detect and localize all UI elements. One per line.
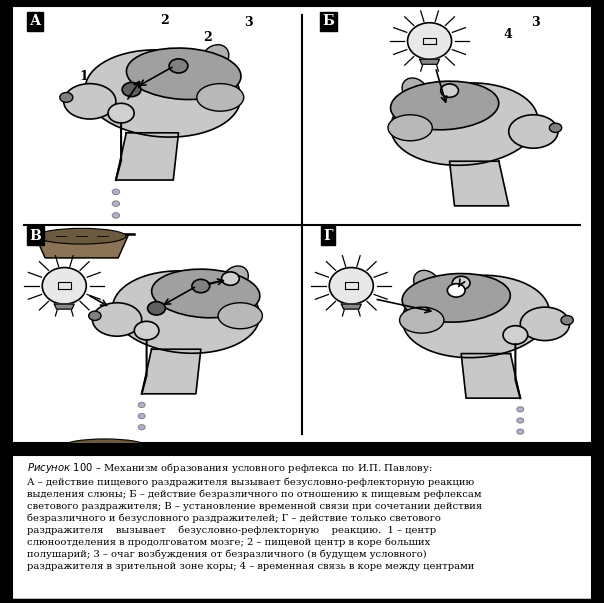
- Ellipse shape: [561, 315, 573, 325]
- Ellipse shape: [37, 229, 126, 244]
- Ellipse shape: [112, 271, 260, 353]
- Circle shape: [192, 279, 210, 292]
- Text: 3: 3: [531, 16, 539, 29]
- Text: Г: Г: [323, 229, 333, 242]
- Ellipse shape: [402, 274, 510, 322]
- Text: $\bf{\it{Рисунок\ 100}}$ – Механизм образования условного рефлекса по И.П. Павло: $\bf{\it{Рисунок\ 100}}$ – Механизм обра…: [27, 461, 482, 570]
- Circle shape: [134, 321, 159, 340]
- Text: Б: Б: [322, 14, 334, 28]
- Ellipse shape: [391, 81, 499, 130]
- Polygon shape: [420, 59, 440, 65]
- Ellipse shape: [201, 45, 229, 71]
- Circle shape: [138, 414, 145, 418]
- Circle shape: [452, 276, 470, 289]
- Circle shape: [108, 103, 134, 123]
- Ellipse shape: [329, 268, 373, 304]
- Circle shape: [517, 406, 524, 412]
- Circle shape: [112, 201, 120, 206]
- Ellipse shape: [509, 115, 558, 148]
- Circle shape: [222, 272, 239, 285]
- Text: 2: 2: [160, 13, 169, 27]
- Ellipse shape: [126, 48, 241, 99]
- Ellipse shape: [391, 83, 538, 165]
- Circle shape: [169, 59, 188, 73]
- Ellipse shape: [218, 303, 262, 329]
- Polygon shape: [142, 349, 201, 394]
- Ellipse shape: [63, 439, 147, 454]
- Text: 1: 1: [80, 71, 89, 83]
- Ellipse shape: [152, 269, 260, 318]
- Ellipse shape: [388, 115, 432, 140]
- Ellipse shape: [42, 268, 86, 304]
- Ellipse shape: [400, 307, 444, 333]
- Ellipse shape: [408, 23, 452, 59]
- Ellipse shape: [402, 275, 550, 358]
- Circle shape: [448, 284, 465, 297]
- Text: 2: 2: [204, 31, 212, 44]
- Polygon shape: [449, 161, 509, 206]
- Polygon shape: [54, 304, 74, 309]
- Ellipse shape: [60, 92, 73, 103]
- Circle shape: [112, 189, 120, 195]
- Circle shape: [138, 425, 145, 430]
- Ellipse shape: [520, 307, 570, 341]
- Circle shape: [112, 213, 120, 218]
- Circle shape: [441, 84, 458, 97]
- Circle shape: [138, 402, 145, 408]
- Ellipse shape: [85, 50, 241, 137]
- Ellipse shape: [414, 270, 440, 295]
- Ellipse shape: [550, 123, 562, 133]
- Text: В: В: [30, 229, 41, 242]
- Polygon shape: [60, 444, 149, 467]
- FancyBboxPatch shape: [12, 6, 592, 443]
- Circle shape: [517, 429, 524, 434]
- Circle shape: [122, 83, 141, 96]
- Polygon shape: [341, 304, 361, 309]
- Polygon shape: [116, 133, 179, 180]
- Text: А: А: [30, 14, 41, 28]
- Polygon shape: [461, 353, 520, 398]
- Circle shape: [147, 302, 165, 315]
- Ellipse shape: [197, 84, 244, 111]
- Circle shape: [517, 418, 524, 423]
- Ellipse shape: [402, 78, 428, 103]
- FancyBboxPatch shape: [12, 455, 592, 600]
- Ellipse shape: [92, 303, 142, 336]
- Circle shape: [503, 326, 528, 344]
- Polygon shape: [34, 234, 129, 258]
- Ellipse shape: [63, 84, 116, 119]
- Ellipse shape: [89, 311, 101, 320]
- Text: 4: 4: [504, 28, 513, 40]
- Ellipse shape: [222, 266, 248, 291]
- Text: 3: 3: [244, 16, 252, 29]
